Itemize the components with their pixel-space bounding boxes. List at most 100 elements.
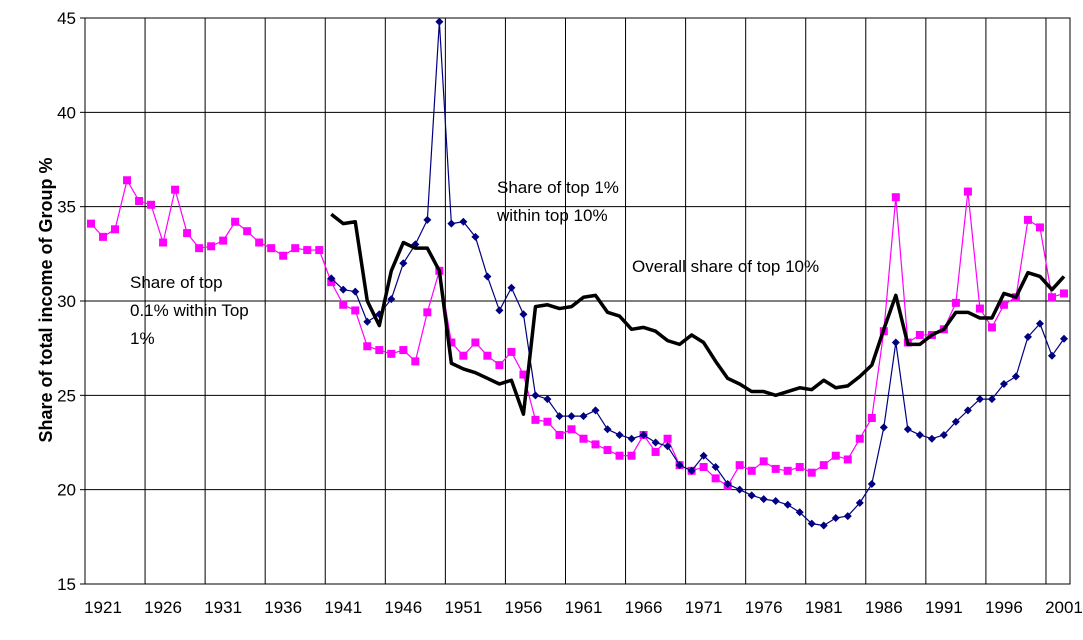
marker-diamond (483, 272, 492, 281)
marker-square (147, 200, 156, 209)
marker-square (699, 463, 708, 472)
marker-square (759, 457, 768, 466)
marker-diamond (639, 430, 648, 439)
y-tick-label: 40 (57, 103, 76, 122)
marker-diamond (327, 274, 336, 283)
annotation: Share of top (130, 273, 223, 292)
marker-diamond (651, 438, 660, 447)
marker-diamond (591, 406, 600, 415)
marker-diamond (759, 495, 768, 504)
marker-diamond (735, 485, 744, 494)
marker-square (255, 238, 264, 247)
marker-square (567, 425, 576, 434)
marker-square (183, 229, 192, 238)
marker-diamond (711, 463, 720, 472)
marker-diamond (567, 412, 576, 421)
marker-diamond (447, 219, 456, 228)
marker-square (579, 434, 588, 443)
marker-square (663, 434, 672, 443)
marker-square (555, 430, 564, 439)
marker-square (891, 193, 900, 202)
marker-diamond (855, 498, 864, 507)
marker-square (171, 185, 180, 194)
marker-square (867, 413, 876, 422)
marker-diamond (351, 287, 360, 296)
marker-square (543, 417, 552, 426)
marker-diamond (387, 295, 396, 304)
marker-diamond (663, 442, 672, 451)
x-tick-label: 1936 (264, 598, 302, 617)
marker-square (495, 361, 504, 370)
marker-diamond (423, 215, 432, 224)
marker-square (999, 300, 1008, 309)
marker-diamond (1011, 372, 1020, 381)
marker-diamond (627, 434, 636, 443)
marker-square (195, 244, 204, 253)
marker-diamond (903, 425, 912, 434)
marker-diamond (783, 500, 792, 509)
marker-square (339, 300, 348, 309)
marker-diamond (615, 430, 624, 439)
marker-diamond (507, 283, 516, 292)
marker-square (363, 342, 372, 351)
marker-diamond (831, 513, 840, 522)
y-tick-label: 15 (57, 575, 76, 594)
annotation: 0.1% within Top (130, 301, 249, 320)
marker-diamond (987, 395, 996, 404)
marker-square (123, 176, 132, 185)
marker-square (399, 346, 408, 355)
marker-square (711, 474, 720, 483)
marker-square (735, 461, 744, 470)
marker-square (207, 242, 216, 251)
x-tick-label: 1966 (625, 598, 663, 617)
marker-diamond (1059, 334, 1068, 343)
annotation: within top 10% (496, 206, 608, 225)
series-line (90, 179, 1065, 487)
marker-diamond (795, 508, 804, 517)
marker-diamond (699, 451, 708, 460)
marker-square (747, 466, 756, 475)
marker-square (1023, 215, 1032, 224)
marker-diamond (579, 412, 588, 421)
marker-square (423, 308, 432, 317)
marker-diamond (339, 285, 348, 294)
marker-diamond (603, 425, 612, 434)
marker-diamond (471, 232, 480, 241)
marker-square (855, 434, 864, 443)
marker-square (843, 455, 852, 464)
x-tick-label: 1971 (685, 598, 723, 617)
marker-square (135, 197, 144, 206)
marker-diamond (435, 17, 444, 26)
marker-square (471, 338, 480, 347)
marker-diamond (531, 391, 540, 400)
marker-square (819, 461, 828, 470)
marker-square (447, 338, 456, 347)
marker-square (279, 251, 288, 260)
marker-square (795, 463, 804, 472)
marker-square (1047, 293, 1056, 302)
x-tick-label: 1946 (384, 598, 422, 617)
marker-diamond (543, 395, 552, 404)
marker-diamond (687, 466, 696, 475)
x-tick-label: 1921 (84, 598, 122, 617)
marker-square (627, 451, 636, 460)
marker-square (1035, 223, 1044, 232)
marker-square (603, 446, 612, 455)
x-tick-label: 1991 (925, 598, 963, 617)
marker-diamond (951, 417, 960, 426)
x-tick-label: 1931 (204, 598, 242, 617)
y-axis-title: Share of total income of Group % (36, 157, 56, 442)
marker-square (987, 323, 996, 332)
marker-square (1059, 289, 1068, 298)
marker-square (483, 351, 492, 360)
marker-square (291, 244, 300, 253)
marker-square (519, 370, 528, 379)
marker-square (783, 466, 792, 475)
marker-diamond (807, 519, 816, 528)
marker-diamond (1023, 332, 1032, 341)
marker-diamond (723, 480, 732, 489)
series-line (330, 212, 1066, 416)
marker-diamond (843, 512, 852, 521)
marker-square (231, 217, 240, 226)
